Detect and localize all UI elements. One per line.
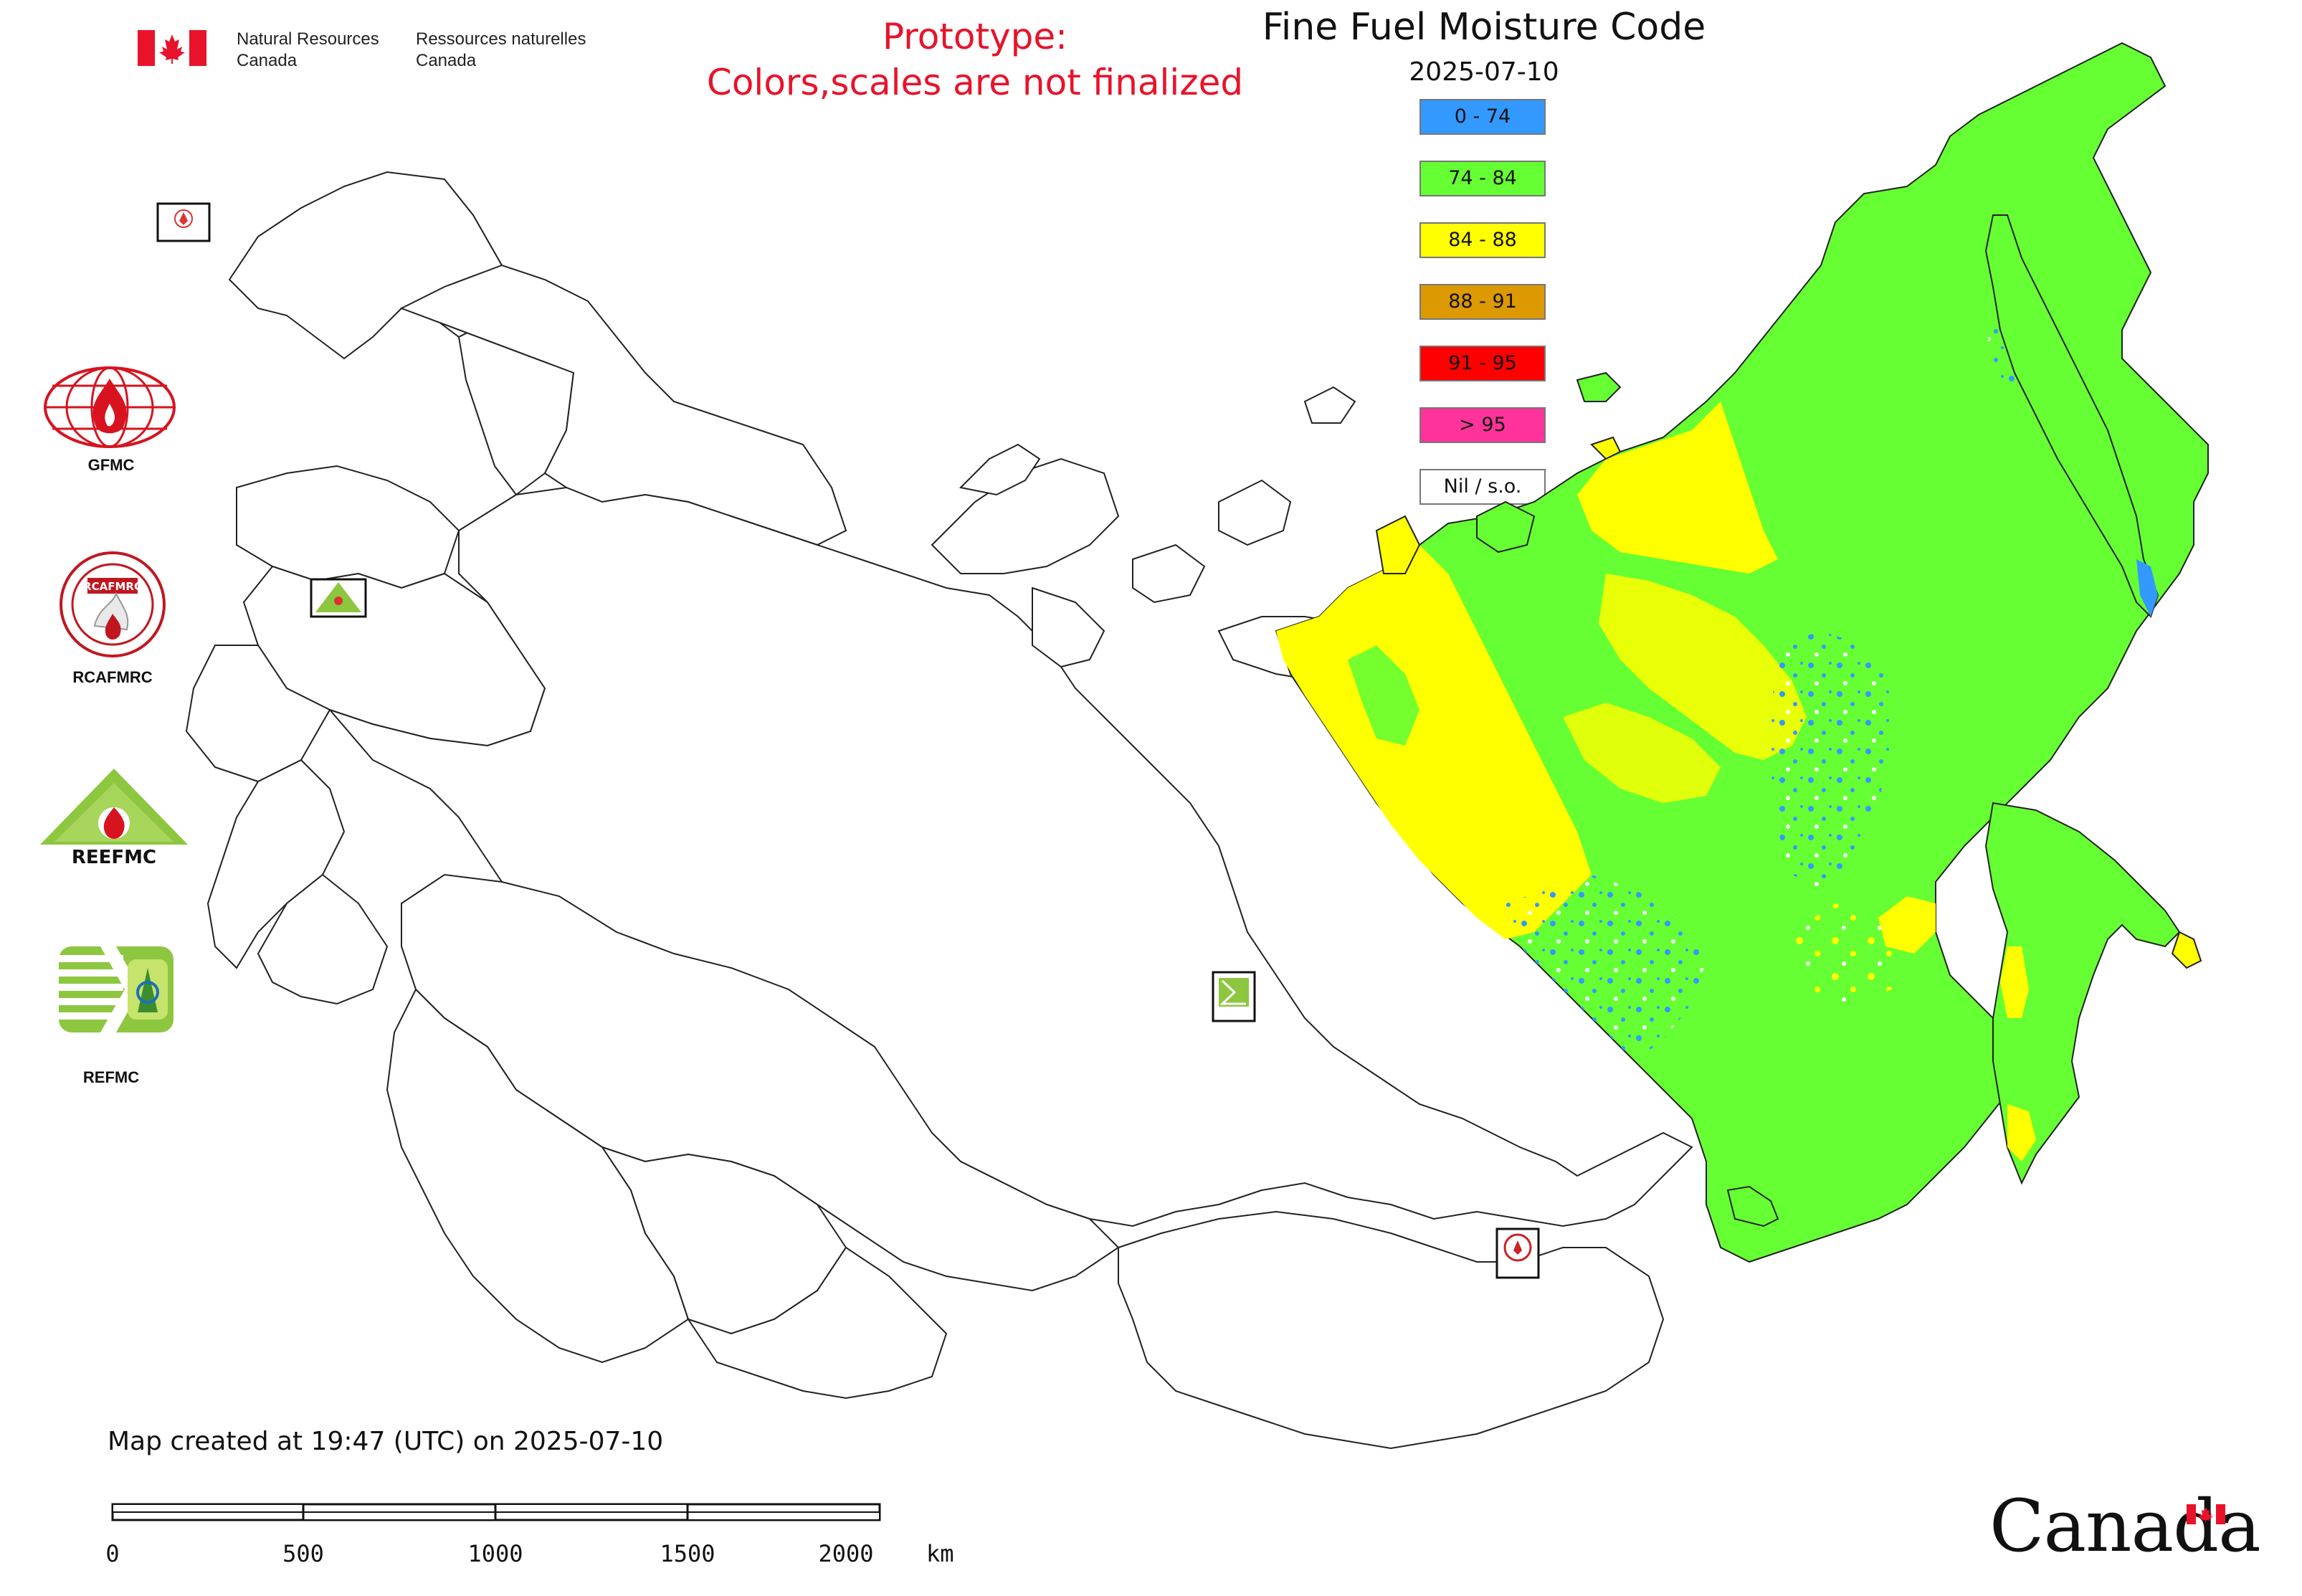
fire-danger-region	[1275, 42, 2209, 1263]
canada-wordmark-flag-icon	[2187, 1504, 2225, 1527]
map-date: 2025-07-10	[1409, 57, 1559, 87]
country-outlines	[185, 171, 1693, 1450]
map-marker-reefmc	[310, 578, 367, 618]
reefmc-logo: REEFMC	[37, 767, 191, 870]
legend-item-nil: Nil / s.o.	[1419, 469, 1546, 505]
rcafmrc-label: RCAFMRC	[72, 668, 153, 686]
prototype-notice-line1: Prototype:	[882, 16, 1068, 57]
prototype-notice-line2: Colors,scales are not finalized	[706, 62, 1244, 103]
scale-tick-1500: 1500	[660, 1540, 715, 1567]
reefmc-logo-text: REEFMC	[72, 847, 156, 868]
scale-bar	[111, 1503, 885, 1527]
rcafmrc-logo: RCAFMRC	[59, 551, 166, 661]
refmc-logo	[59, 946, 173, 1035]
legend-item-74-84: 74 - 84	[1419, 161, 1546, 196]
scale-tick-2000: 2000	[818, 1540, 874, 1567]
map-marker-gfmc	[156, 202, 211, 242]
map-created-timestamp: Map created at 19:47 (UTC) on 2025-07-10	[108, 1427, 664, 1456]
legend-item-88-91: 88 - 91	[1419, 284, 1546, 320]
agency-name-french: Ressources naturelles Canada	[416, 29, 586, 70]
kamchatka-region	[1984, 802, 2181, 1185]
gfmc-label: GFMC	[87, 456, 135, 474]
scale-unit: km	[926, 1540, 954, 1567]
legend-item-over-95: > 95	[1419, 407, 1546, 443]
legend-item-0-74: 0 - 74	[1419, 99, 1546, 135]
map-marker-refmc	[1212, 971, 1256, 1022]
canada-flag-icon	[138, 30, 206, 66]
map-marker-rcafmrc	[1495, 1227, 1540, 1279]
svg-text:RCAFMRC: RCAFMRC	[83, 580, 142, 593]
agency-name-english: Natural Resources Canada	[237, 29, 379, 70]
scale-tick-0: 0	[105, 1540, 120, 1567]
scale-tick-500: 500	[282, 1540, 324, 1567]
canada-wordmark: Canada	[1989, 1484, 2261, 1568]
refmc-label: REFMC	[82, 1068, 140, 1086]
scale-tick-1000: 1000	[467, 1540, 523, 1567]
map-title: Fine Fuel Moisture Code	[1262, 6, 1706, 49]
gfmc-logo	[42, 364, 178, 453]
legend-item-91-95: 91 - 95	[1419, 346, 1546, 381]
legend-item-84-88: 84 - 88	[1419, 222, 1546, 258]
